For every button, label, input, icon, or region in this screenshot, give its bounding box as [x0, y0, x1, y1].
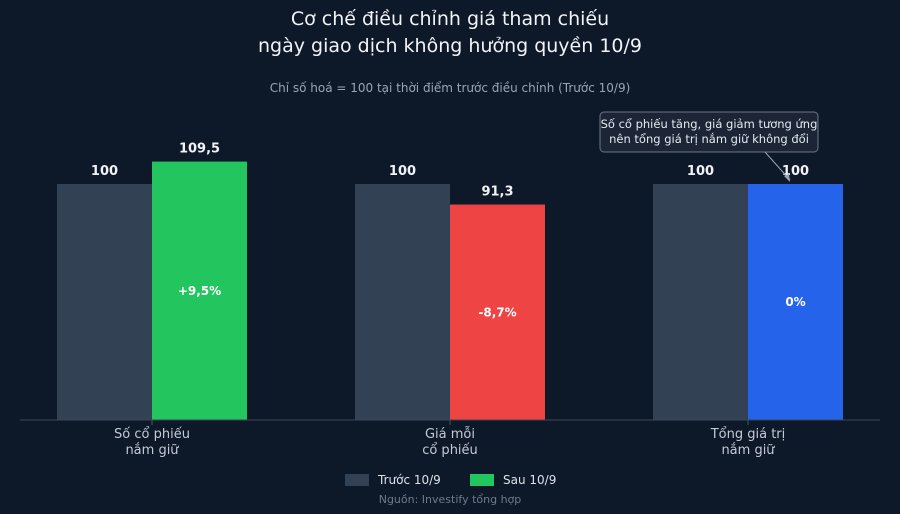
legend-label: Sau 10/9: [503, 473, 556, 487]
data-label-before: 100: [389, 164, 416, 179]
bar-before: [355, 184, 450, 420]
bar-before: [653, 184, 748, 420]
legend-swatch: [345, 474, 369, 486]
bar-before: [57, 184, 152, 420]
annotation-text: nên tổng giá trị nắm giữ không đổi: [609, 132, 809, 146]
chart-subtitle: Chỉ số hoá = 100 tại thời điểm trước điề…: [270, 81, 631, 95]
data-label-before: 100: [687, 164, 714, 179]
bar-after: [450, 204, 545, 420]
change-label: 0%: [785, 295, 805, 309]
category-label: Số cổ phiếu: [114, 427, 190, 442]
chart-title-line: ngày giao dịch không hưởng quyền 10/9: [258, 35, 642, 57]
annotation-text: Số cổ phiếu tăng, giá giảm tương ứng: [601, 117, 818, 131]
source-note: Nguồn: Investify tổng hợp: [379, 493, 522, 506]
chart-title-line: Cơ chế điều chỉnh giá tham chiếu: [291, 8, 609, 30]
annotation-arrow-head: [784, 174, 790, 182]
change-label: +9,5%: [178, 284, 221, 298]
category-label: Tổng giá trị: [710, 427, 786, 442]
annotation-box: [599, 111, 819, 153]
legend-label: Trước 10/9: [377, 473, 441, 487]
bar-after: [152, 161, 247, 420]
legend-swatch: [470, 474, 494, 486]
change-label: -8,7%: [478, 305, 516, 319]
category-label: Giá mỗi: [425, 427, 475, 442]
category-label: cổ phiếu: [422, 443, 478, 458]
data-label-before: 100: [91, 164, 118, 179]
category-label: nắm giữ: [125, 443, 179, 458]
data-label-after: 109,5: [179, 142, 220, 157]
bar-after: [748, 184, 843, 420]
category-label: nắm giữ: [721, 443, 775, 458]
data-label-after: 91,3: [481, 185, 513, 200]
